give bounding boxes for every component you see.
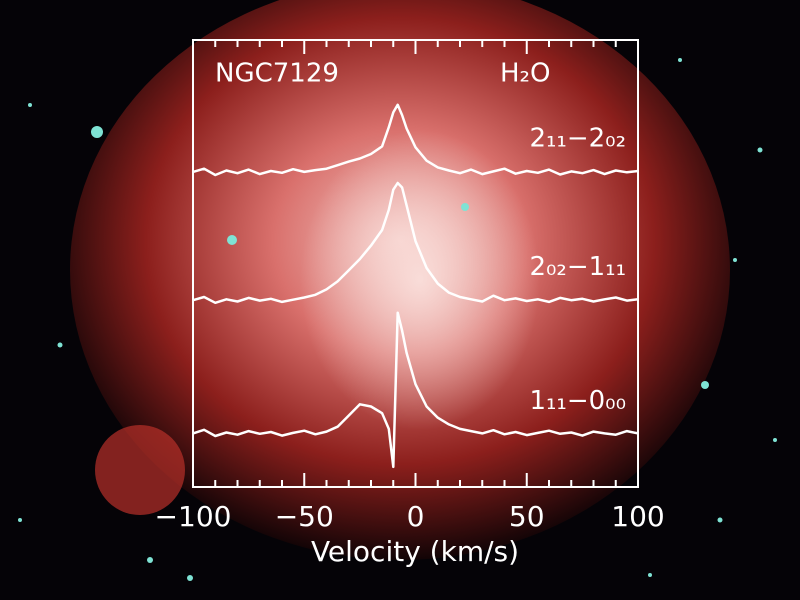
series-label: 2₀₂−1₁₁ <box>529 252 626 282</box>
x-tick-label: −100 <box>155 500 232 533</box>
x-tick-label: 100 <box>611 500 664 533</box>
stars <box>18 58 777 581</box>
series-label: 2₁₁−2₀₂ <box>529 123 626 153</box>
spectrum-line <box>192 181 639 305</box>
annotation: H₂O <box>500 59 550 89</box>
series-label: 1₁₁−0₀₀ <box>529 386 626 416</box>
x-tick-label: 0 <box>407 500 425 533</box>
spectrum-line <box>192 311 639 469</box>
x-tick-label: 50 <box>509 500 545 533</box>
nebula-knot <box>95 425 185 515</box>
nebula-core <box>300 130 540 430</box>
x-tick-label: −50 <box>275 500 334 533</box>
spectrum-line <box>192 103 639 177</box>
chart-title: NGC7129 <box>215 59 339 89</box>
x-axis-label: Velocity (km/s) <box>311 535 519 568</box>
